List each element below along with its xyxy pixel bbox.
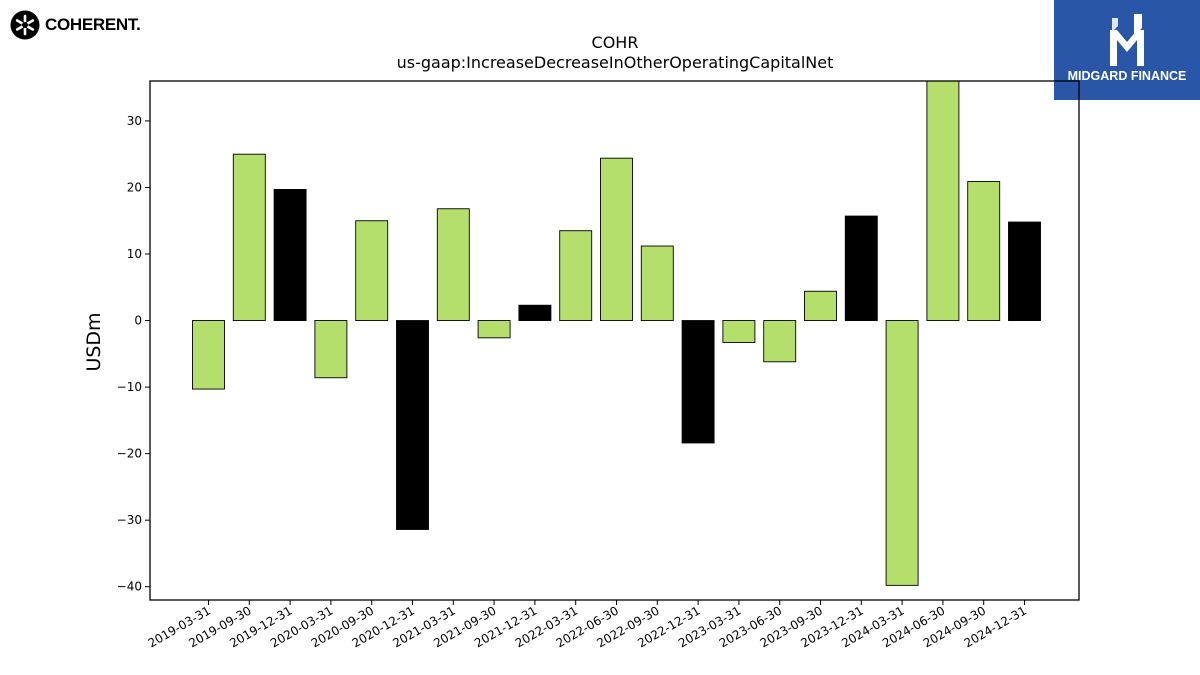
y-tick-label: −40 [117,580,142,594]
y-tick-label: 10 [127,247,142,261]
bar-2022-09-30 [640,245,674,321]
bar-2024-09-30 [967,181,1001,321]
chart-subtitle: us-gaap:IncreaseDecreaseInOtherOperating… [397,53,834,72]
y-axis: −40 −30 −20 −10 0 10 20 30 [117,114,150,594]
bar-2024-06-30 [926,80,960,321]
y-tick-label: −10 [117,380,142,394]
bar-2021-12-31 [518,304,552,321]
bars-group [192,80,1041,586]
bar-2022-03-31 [559,230,593,321]
bar-2021-09-30 [477,320,511,339]
bar-2019-12-31 [273,189,307,321]
chart-title: COHR [592,33,639,52]
coherent-logo-text: COHERENT. [45,15,141,34]
bar-2019-03-31 [192,320,225,390]
midgard-logo-icon [1110,14,1144,66]
bar-2020-09-30 [355,220,389,321]
bar-2020-12-31 [396,320,429,530]
y-tick-label: 0 [134,314,142,328]
bar-2023-06-30 [763,320,797,363]
bar-2020-03-31 [314,320,348,379]
bar-2023-03-31 [722,320,756,343]
bar-2019-09-30 [232,153,266,321]
bar-2023-09-30 [804,290,837,321]
coherent-logo-icon [10,10,40,40]
coherent-logo: COHERENT. [10,10,141,40]
y-axis-label: USDm [83,312,105,371]
midgard-logo-text: MIDGARD FINANCE [1067,69,1187,83]
midgard-finance-logo: MIDGARD FINANCE [1054,0,1200,100]
bar-2024-12-31 [1008,221,1041,321]
bar-2021-03-31 [436,208,470,321]
plot-frame [149,80,1080,601]
bar-2023-12-31 [844,215,878,321]
bar-2022-12-31 [681,320,715,444]
bar-2022-06-30 [600,157,633,321]
bar-2024-03-31 [885,320,919,586]
y-tick-label: −20 [117,447,142,461]
y-tick-label: −30 [117,513,142,527]
y-tick-label: 20 [127,180,142,194]
x-axis: 2019-03-312019-09-302019-12-312020-03-31… [146,600,1029,650]
y-tick-label: 30 [127,114,142,128]
